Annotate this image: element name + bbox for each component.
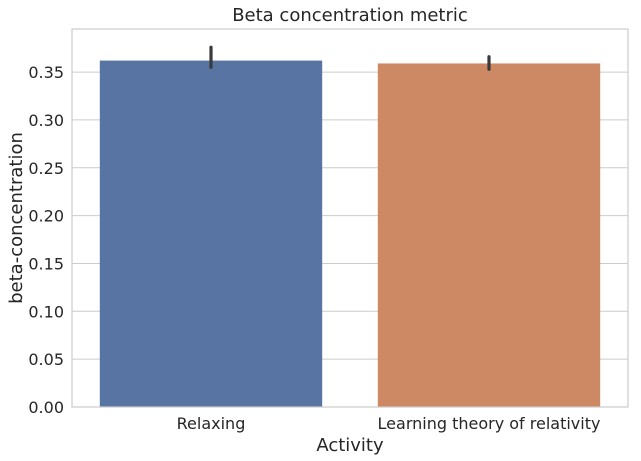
bars: [99, 60, 601, 408]
y-tick-label: 0.00: [28, 398, 64, 417]
y-tick-label: 0.10: [28, 302, 64, 321]
y-tick-label: 0.20: [28, 207, 64, 226]
y-axis-title: beta-concentration: [6, 132, 27, 304]
x-tick-label: Learning theory of relativity: [378, 414, 601, 433]
bar-learning-theory-of-relativity: [377, 63, 601, 408]
x-axis-title: Activity: [316, 435, 384, 456]
y-tick-labels: 0.00 0.05 0.10 0.15 0.20 0.25 0.30 0.35: [28, 63, 64, 417]
y-tick-label: 0.25: [28, 159, 64, 178]
y-tick-label: 0.15: [28, 254, 64, 273]
y-tick-label: 0.05: [28, 350, 64, 369]
bar-relaxing: [99, 60, 323, 408]
x-tick-labels: Relaxing Learning theory of relativity: [177, 414, 601, 433]
x-tick-label: Relaxing: [177, 414, 246, 433]
y-tick-label: 0.30: [28, 111, 64, 130]
chart-title: Beta concentration metric: [232, 5, 468, 26]
y-tick-label: 0.35: [28, 63, 64, 82]
error-bars: [209, 45, 491, 71]
plot-frame: [71, 28, 629, 408]
